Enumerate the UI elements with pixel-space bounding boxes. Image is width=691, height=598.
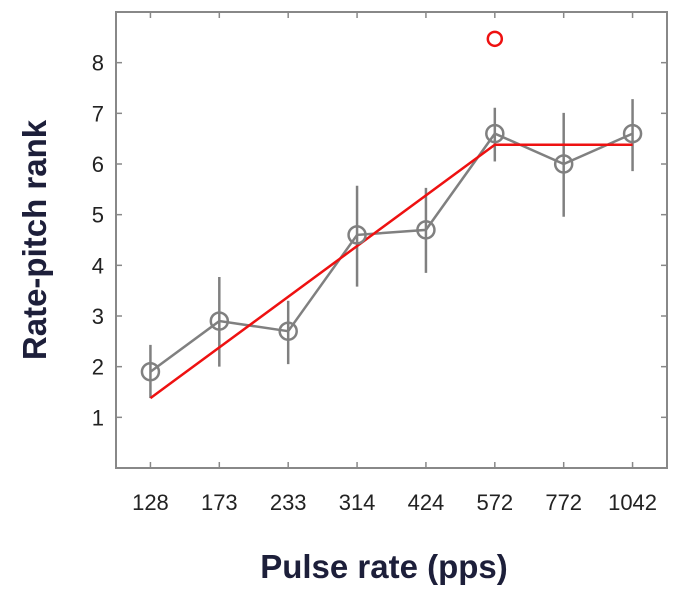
y-tick-label: 4 bbox=[92, 253, 104, 278]
data-point bbox=[485, 123, 505, 144]
y-tick-label: 2 bbox=[92, 355, 104, 380]
x-tick-label: 1042 bbox=[608, 490, 657, 515]
x-tick-label: 572 bbox=[476, 490, 513, 515]
data-point bbox=[416, 220, 436, 240]
y-tick-label: 7 bbox=[92, 101, 104, 126]
y-axis-title: Rate-pitch rank bbox=[16, 119, 53, 360]
y-tick-label: 6 bbox=[92, 152, 104, 177]
data-point bbox=[278, 321, 298, 341]
data-point bbox=[140, 361, 161, 382]
x-tick-label: 314 bbox=[339, 490, 376, 515]
data-point bbox=[622, 123, 643, 144]
plot-frame bbox=[115, 11, 668, 469]
x-tick-label: 233 bbox=[270, 490, 307, 515]
mean-line bbox=[149, 132, 634, 373]
outlier-point bbox=[486, 30, 504, 48]
fit-line bbox=[149, 143, 633, 400]
y-tick-label: 5 bbox=[92, 203, 104, 228]
x-tick-label: 424 bbox=[408, 490, 445, 515]
y-tick-label: 1 bbox=[92, 405, 104, 430]
x-tick-label: 772 bbox=[545, 490, 582, 515]
x-tick-label: 128 bbox=[132, 490, 169, 515]
x-axis-title: Pulse rate (pps) bbox=[260, 548, 508, 585]
data-point bbox=[347, 225, 367, 245]
data-point bbox=[553, 154, 574, 174]
x-tick-label: 173 bbox=[201, 490, 238, 515]
data-point bbox=[209, 311, 230, 331]
y-tick-label: 8 bbox=[92, 51, 104, 76]
y-tick-label: 3 bbox=[92, 304, 104, 329]
